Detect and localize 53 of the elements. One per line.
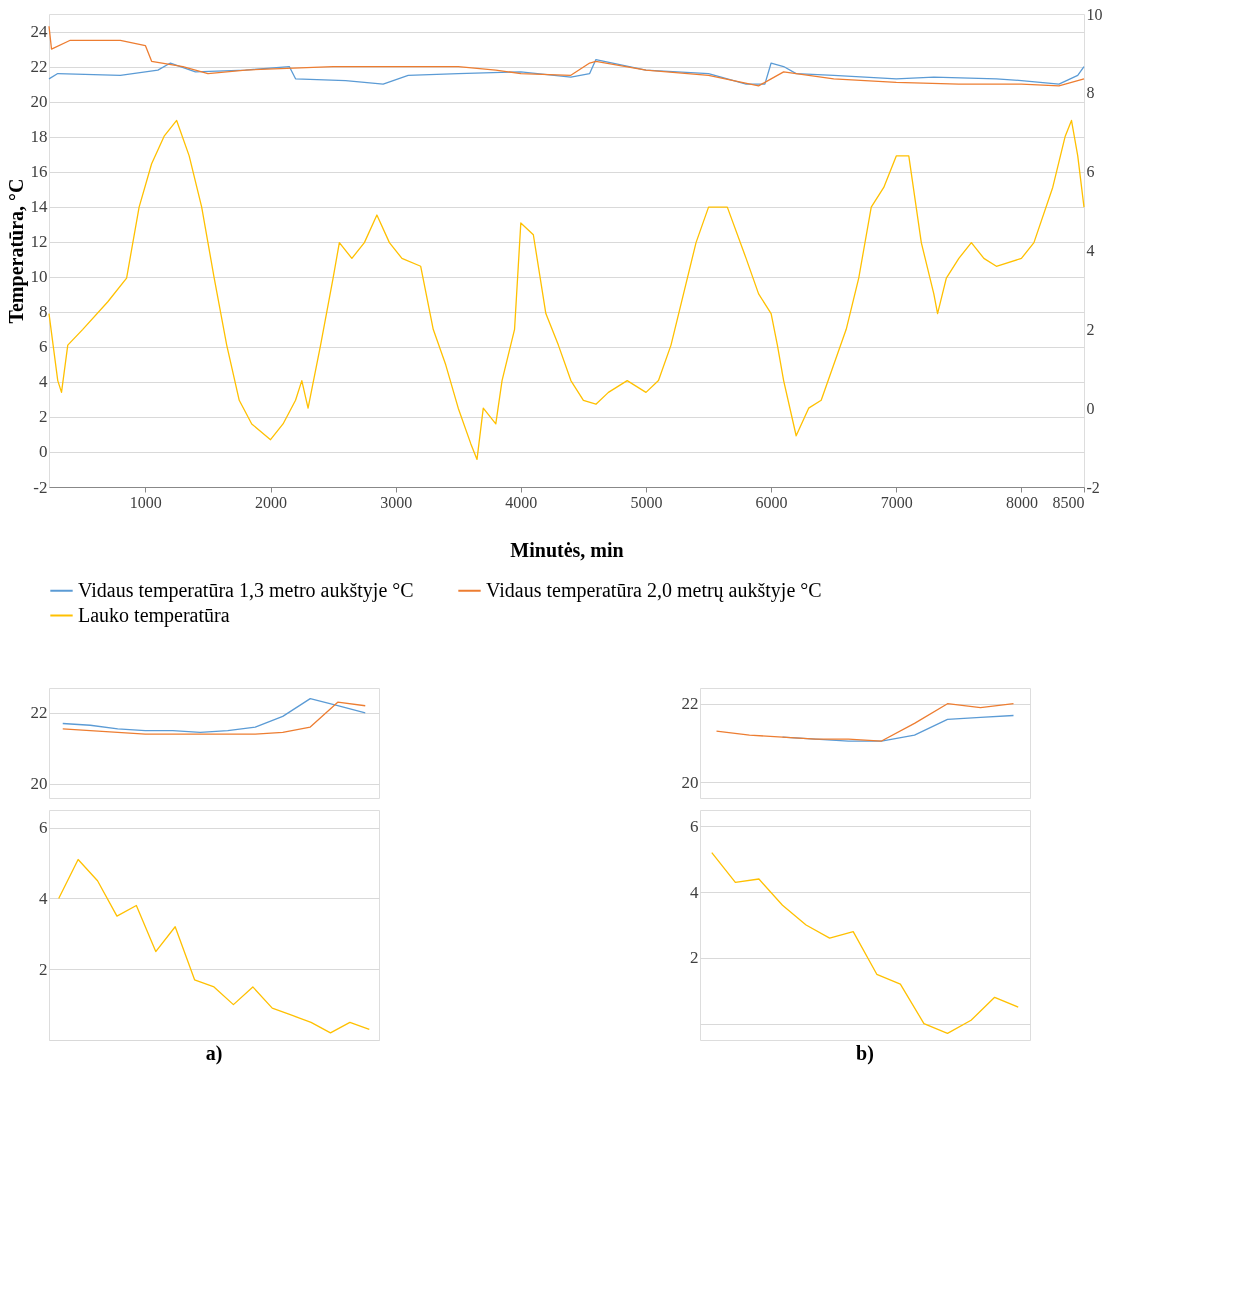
y2-tick-label: 2: [1086, 320, 1095, 338]
y-axis-title: Temperatūra, °C: [4, 178, 28, 324]
y-tick-label: 2: [39, 959, 48, 979]
y2-tick-label: 10: [1086, 5, 1103, 23]
x-tick-label: 3000: [380, 493, 413, 511]
x-tick-label: 1000: [129, 493, 162, 511]
y-tick-label: 16: [30, 162, 48, 182]
y-tick-label: 2: [690, 948, 699, 968]
y2-tick-label: 6: [1086, 163, 1095, 181]
line-series: [48, 25, 1085, 87]
y-tick-label: 14: [30, 197, 48, 217]
x-tick-label: 6000: [755, 493, 788, 511]
y-tick-label: 2: [39, 407, 48, 427]
y-tick-label: 18: [30, 127, 48, 147]
legend-label: Lauko temperatūra: [78, 603, 230, 627]
y2-tick-label: 8: [1086, 84, 1095, 102]
y-tick-label: 0: [39, 442, 48, 462]
y-tick-label: 4: [39, 372, 48, 392]
y-tick-label: 22: [30, 57, 48, 77]
y-tick-label: 4: [39, 888, 48, 908]
y-tick-label: 12: [30, 232, 48, 252]
y-tick-label: 20: [30, 774, 48, 794]
y2-tick-label: 4: [1086, 242, 1095, 259]
x-tick-label: 8500: [1052, 493, 1085, 511]
y-tick-label: 20: [681, 772, 699, 792]
y-tick-label: 8: [39, 302, 48, 322]
y2-tick-label: -2: [1086, 478, 1100, 496]
y-tick-label: -2: [33, 477, 48, 497]
text: a): [205, 1042, 223, 1065]
y-tick-label: 6: [39, 818, 48, 838]
x-tick-label: 8000: [1005, 493, 1038, 511]
legend-label: Vidaus temperatūra 2,0 metrų aukštyje °C: [486, 578, 822, 602]
y-tick-label: 22: [681, 694, 699, 714]
x-tick-label: 2000: [255, 493, 288, 511]
y-tick-label: 24: [30, 22, 48, 42]
line-series: [715, 703, 1015, 742]
y2-tick-label: 0: [1086, 399, 1095, 417]
y-tick-label: 10: [30, 267, 48, 287]
x-tick-label: 5000: [630, 493, 663, 511]
y-tick-label: 6: [690, 816, 699, 836]
x-tick-label: 7000: [880, 493, 913, 511]
line-series: [48, 119, 1085, 461]
line-series: [711, 852, 1019, 1035]
legend-label: Vidaus temperatūra 1,3 metro aukštyje °C: [78, 578, 414, 602]
y-tick-label: 4: [690, 882, 699, 902]
x-axis-title: Minutės, min: [510, 538, 624, 561]
line-series: [48, 58, 1085, 85]
text: b): [856, 1042, 874, 1065]
line-series: [58, 858, 370, 1034]
y-tick-label: 22: [30, 703, 48, 723]
y-tick-label: 20: [30, 92, 48, 112]
x-tick-label: 4000: [505, 493, 538, 511]
y-tick-label: 6: [39, 337, 48, 357]
